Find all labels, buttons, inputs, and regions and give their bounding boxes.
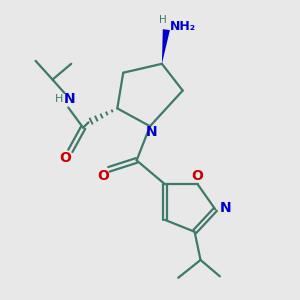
Text: NH₂: NH₂ bbox=[169, 20, 196, 33]
Text: H: H bbox=[159, 15, 167, 25]
Text: O: O bbox=[97, 169, 109, 183]
Text: O: O bbox=[192, 169, 203, 183]
Text: N: N bbox=[63, 92, 75, 106]
Text: N: N bbox=[146, 124, 157, 139]
Text: O: O bbox=[59, 151, 71, 165]
Text: N: N bbox=[220, 201, 232, 215]
Polygon shape bbox=[162, 29, 170, 64]
Text: H: H bbox=[55, 94, 64, 104]
